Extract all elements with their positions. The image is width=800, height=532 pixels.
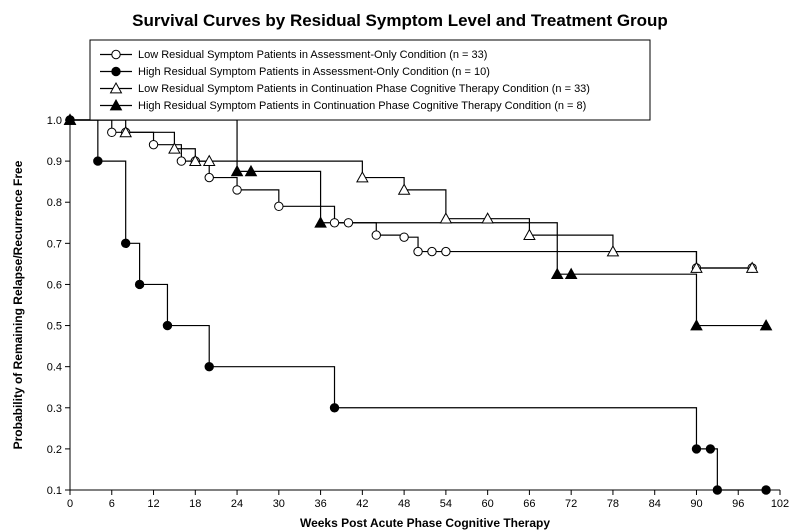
x-tick-label: 48 — [398, 498, 410, 510]
y-tick-label: 1.0 — [47, 115, 62, 127]
x-tick-label: 18 — [189, 498, 201, 510]
x-tick-label: 102 — [771, 498, 789, 510]
x-tick-label: 24 — [231, 498, 243, 510]
survival-chart: Survival Curves by Residual Symptom Leve… — [0, 0, 800, 532]
y-tick-label: 0.3 — [47, 403, 62, 415]
x-tick-label: 36 — [314, 498, 326, 510]
x-tick-label: 12 — [147, 498, 159, 510]
y-tick-label: 0.4 — [47, 362, 62, 374]
x-tick-label: 0 — [67, 498, 73, 510]
x-tick-label: 72 — [565, 498, 577, 510]
y-tick-label: 0.5 — [47, 321, 62, 333]
y-tick-label: 0.9 — [47, 156, 62, 168]
x-tick-label: 84 — [649, 498, 661, 510]
x-tick-label: 78 — [607, 498, 619, 510]
x-tick-label: 30 — [273, 498, 285, 510]
y-axis-label: Probability of Remaining Relapse/Recurre… — [11, 160, 25, 449]
chart-container: Survival Curves by Residual Symptom Leve… — [0, 0, 800, 532]
y-tick-label: 0.1 — [47, 485, 62, 497]
legend-item-label: Low Residual Symptom Patients in Continu… — [138, 83, 590, 95]
x-tick-label: 96 — [732, 498, 744, 510]
x-tick-label: 60 — [482, 498, 494, 510]
x-tick-label: 42 — [356, 498, 368, 510]
y-tick-label: 0.6 — [47, 279, 62, 291]
chart-title: Survival Curves by Residual Symptom Leve… — [132, 11, 668, 30]
y-tick-label: 0.8 — [47, 197, 62, 209]
y-tick-label: 0.7 — [47, 238, 62, 250]
x-tick-label: 6 — [109, 498, 115, 510]
legend-item-label: Low Residual Symptom Patients in Assessm… — [138, 49, 487, 61]
legend-item-label: High Residual Symptom Patients in Contin… — [138, 100, 586, 112]
x-axis-label: Weeks Post Acute Phase Cognitive Therapy — [300, 516, 550, 530]
x-tick-label: 54 — [440, 498, 452, 510]
legend-item-label: High Residual Symptom Patients in Assess… — [138, 66, 490, 78]
y-tick-label: 0.2 — [47, 444, 62, 456]
x-tick-label: 66 — [523, 498, 535, 510]
x-tick-label: 90 — [690, 498, 702, 510]
legend: Low Residual Symptom Patients in Assessm… — [90, 40, 650, 120]
